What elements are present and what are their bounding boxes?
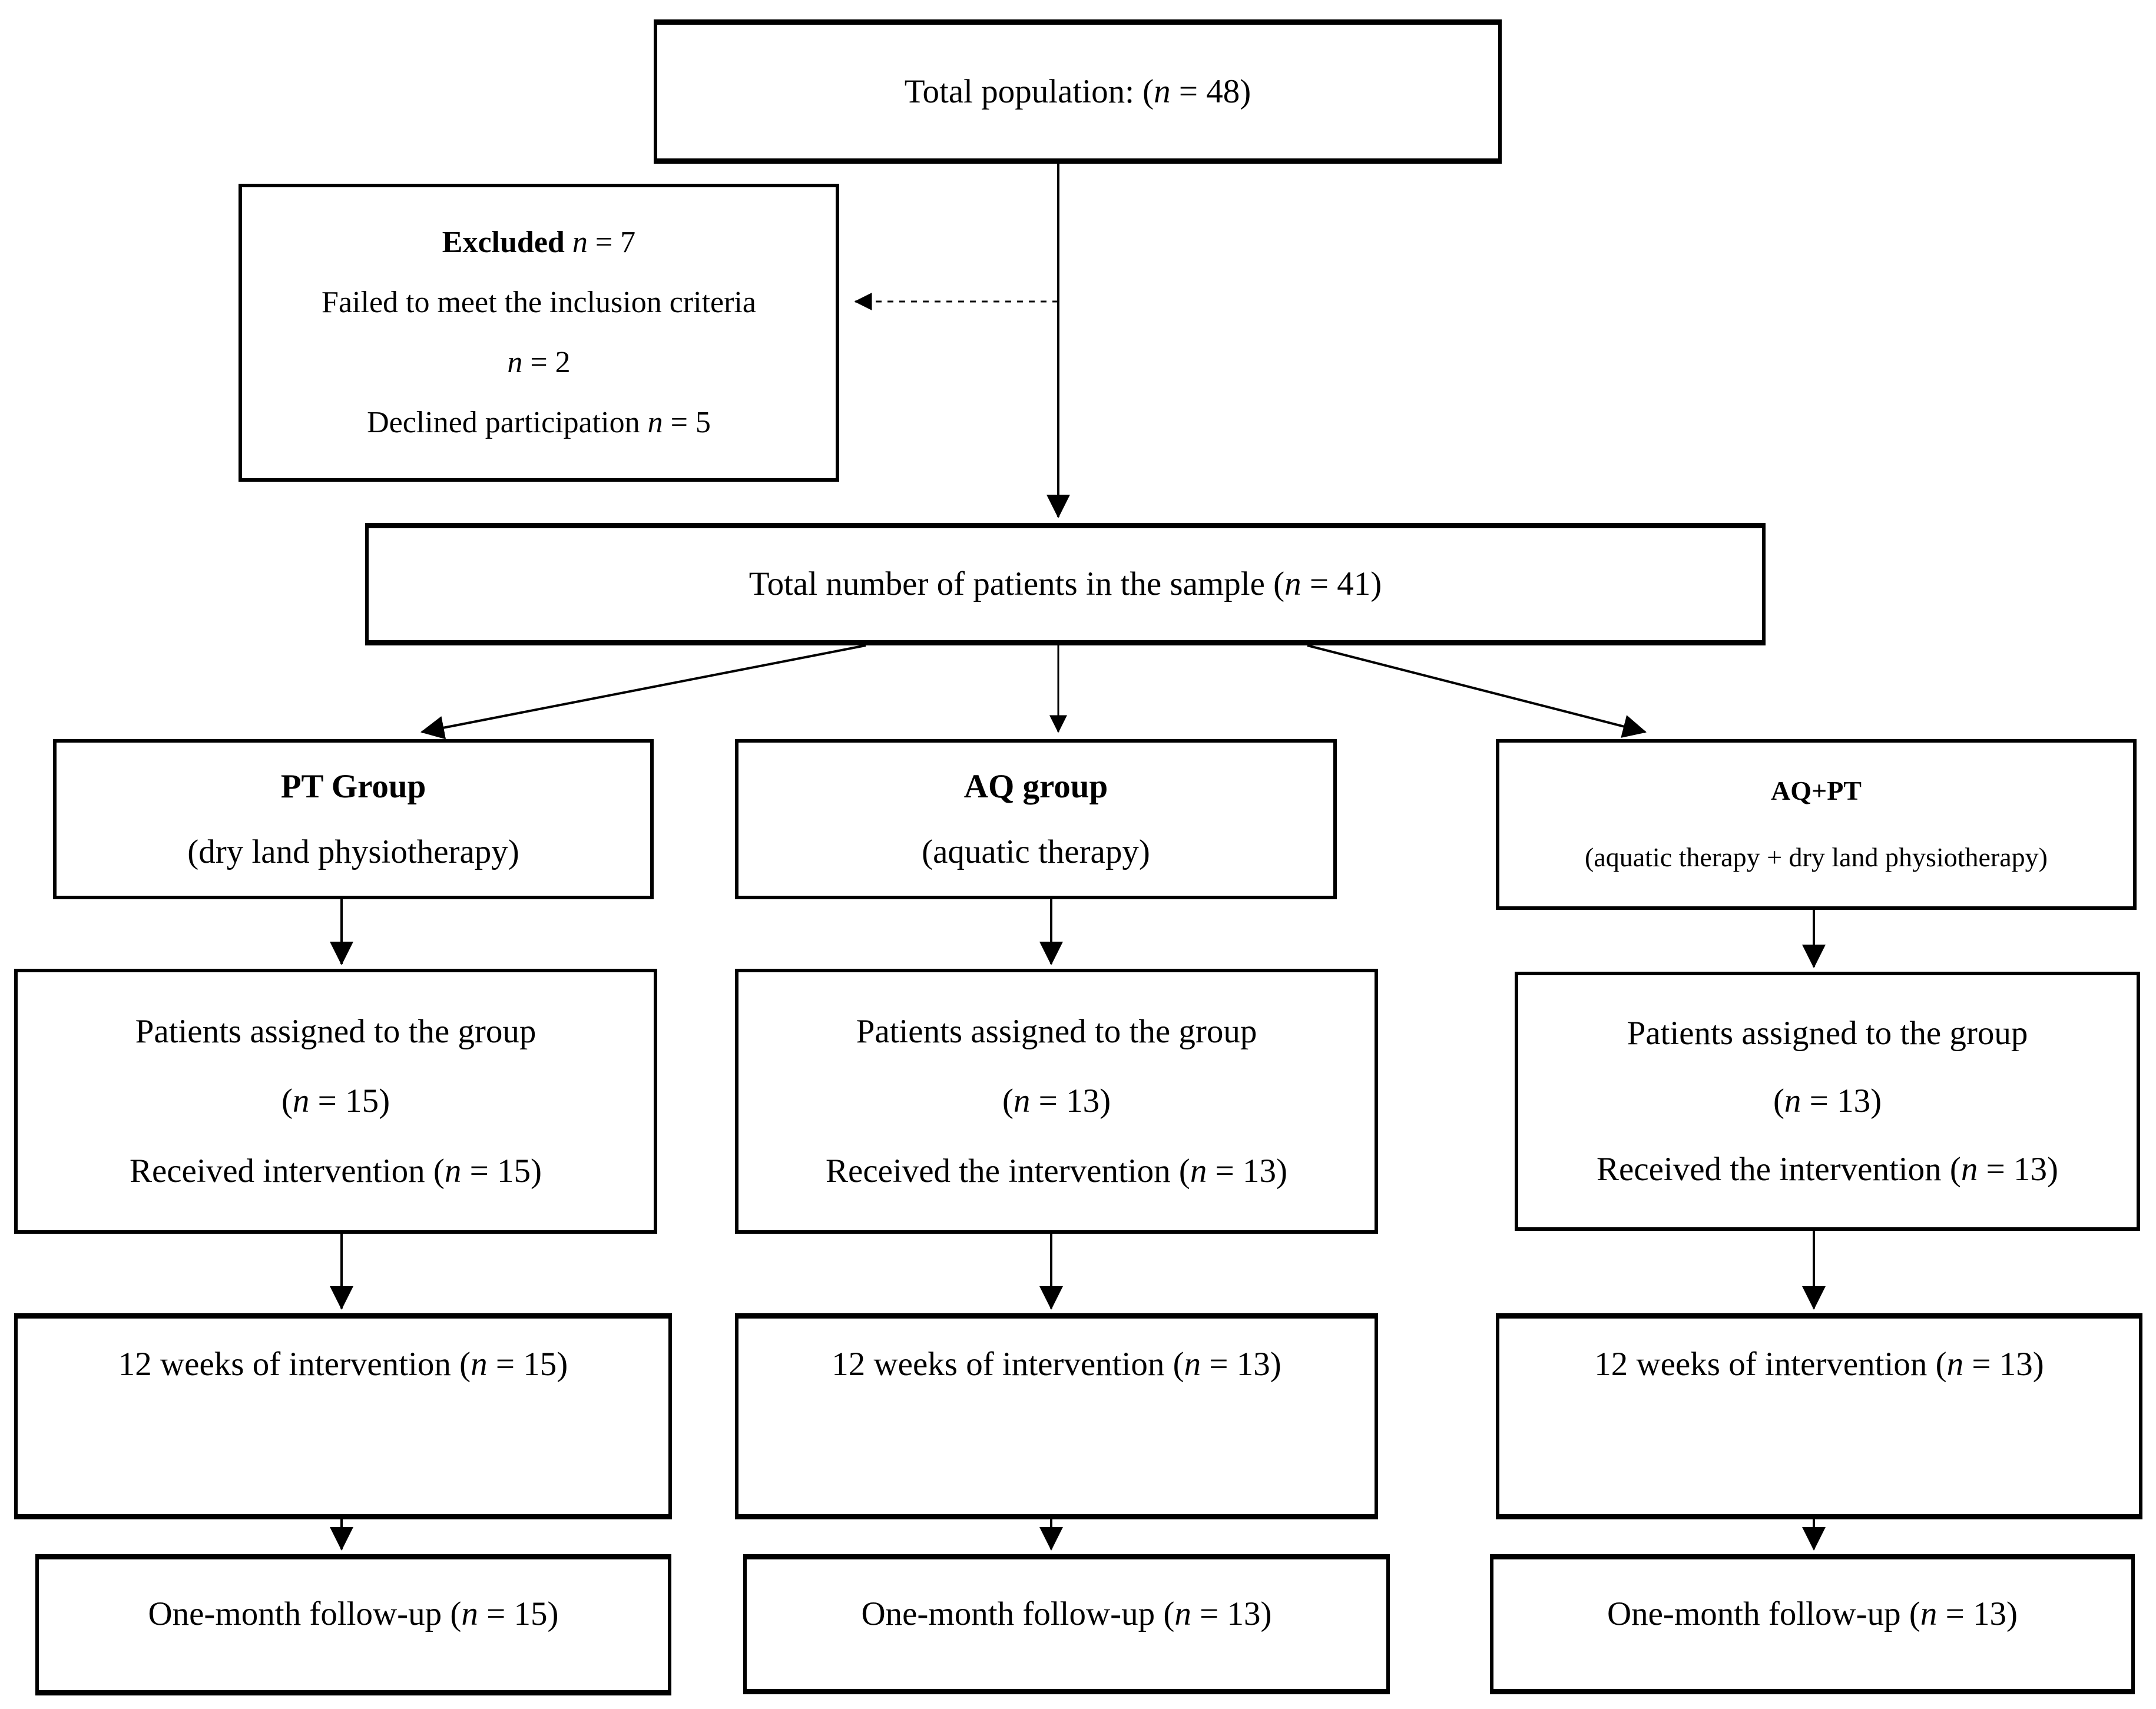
box-text-line: 12 weeks of intervention (n = 13) — [1594, 1346, 2044, 1383]
aq-followup-box: One-month follow-up (n = 13) — [743, 1554, 1390, 1694]
box-text-line: Patients assigned to the group — [856, 1013, 1257, 1051]
box-text-line: 12 weeks of intervention (n = 13) — [832, 1346, 1281, 1383]
box-text-line: Received the intervention (n = 13) — [1597, 1151, 2058, 1188]
box-text-line: AQ+PT — [1771, 776, 1862, 806]
box-text-line: (aquatic therapy + dry land physiotherap… — [1585, 842, 2048, 873]
arrow-sample-to-aqpt-group — [1307, 644, 1647, 738]
box-text-line: AQ group — [963, 767, 1108, 805]
aq-group-header-box: AQ group (aquatic therapy) — [735, 739, 1337, 899]
box-text-line: Total number of patients in the sample (… — [749, 565, 1382, 603]
box-text-line: 12 weeks of intervention (n = 15) — [118, 1346, 568, 1383]
box-text-line: Declined participation n = 5 — [367, 405, 711, 439]
excluded-box: Excluded n = 7 Failed to meet the inclusi… — [239, 184, 839, 482]
aqpt-assigned-box: Patients assigned to the group (n = 13) Re… — [1515, 972, 2140, 1231]
pt-group-header-box: PT Group (dry land physiotherapy) — [53, 739, 654, 899]
box-text-line: One-month follow-up (n = 13) — [1607, 1595, 2018, 1632]
box-text-line: PT Group — [280, 767, 426, 805]
aq-12weeks-box: 12 weeks of intervention (n = 13) — [735, 1313, 1378, 1519]
box-text-line: Excluded n = 7 — [442, 225, 636, 259]
sample-total-box: Total number of patients in the sample (… — [365, 523, 1766, 645]
total-population-box: Total population: (n = 48) — [654, 19, 1502, 164]
aqpt-12weeks-box: 12 weeks of intervention (n = 13) — [1496, 1313, 2142, 1519]
aq-assigned-box: Patients assigned to the group (n = 13) Re… — [735, 969, 1378, 1234]
pt-12weeks-box: 12 weeks of intervention (n = 15) — [14, 1313, 672, 1519]
arrow-sample-to-pt-group — [420, 644, 866, 740]
box-text-line: Patients assigned to the group — [1627, 1014, 2028, 1052]
aqpt-followup-box: One-month follow-up (n = 13) — [1490, 1554, 2135, 1694]
box-text-line: n = 2 — [507, 345, 571, 379]
box-text-line: (dry land physiotherapy) — [187, 833, 519, 871]
box-text-line: Received the intervention (n = 13) — [826, 1152, 1287, 1190]
box-text-line: One-month follow-up (n = 15) — [148, 1595, 559, 1632]
box-text-line: One-month follow-up (n = 13) — [861, 1595, 1272, 1632]
pt-assigned-box: Patients assigned to the group (n = 15) Re… — [14, 969, 657, 1234]
box-text-line: (aquatic therapy) — [922, 833, 1150, 871]
pt-followup-box: One-month follow-up (n = 15) — [35, 1554, 671, 1695]
box-text-line: Patients assigned to the group — [135, 1013, 536, 1051]
box-text-line: Failed to meet the inclusion criteria — [322, 285, 756, 319]
box-text-line: Total population: (n = 48) — [904, 72, 1251, 110]
aqpt-group-header-box: AQ+PT (aquatic therapy + dry land physiot… — [1496, 739, 2137, 910]
box-text-line: Received intervention (n = 15) — [129, 1152, 542, 1190]
box-text-line: (n = 15) — [281, 1082, 390, 1120]
box-text-line: (n = 13) — [1002, 1082, 1111, 1120]
box-text-line: (n = 13) — [1773, 1082, 1882, 1120]
